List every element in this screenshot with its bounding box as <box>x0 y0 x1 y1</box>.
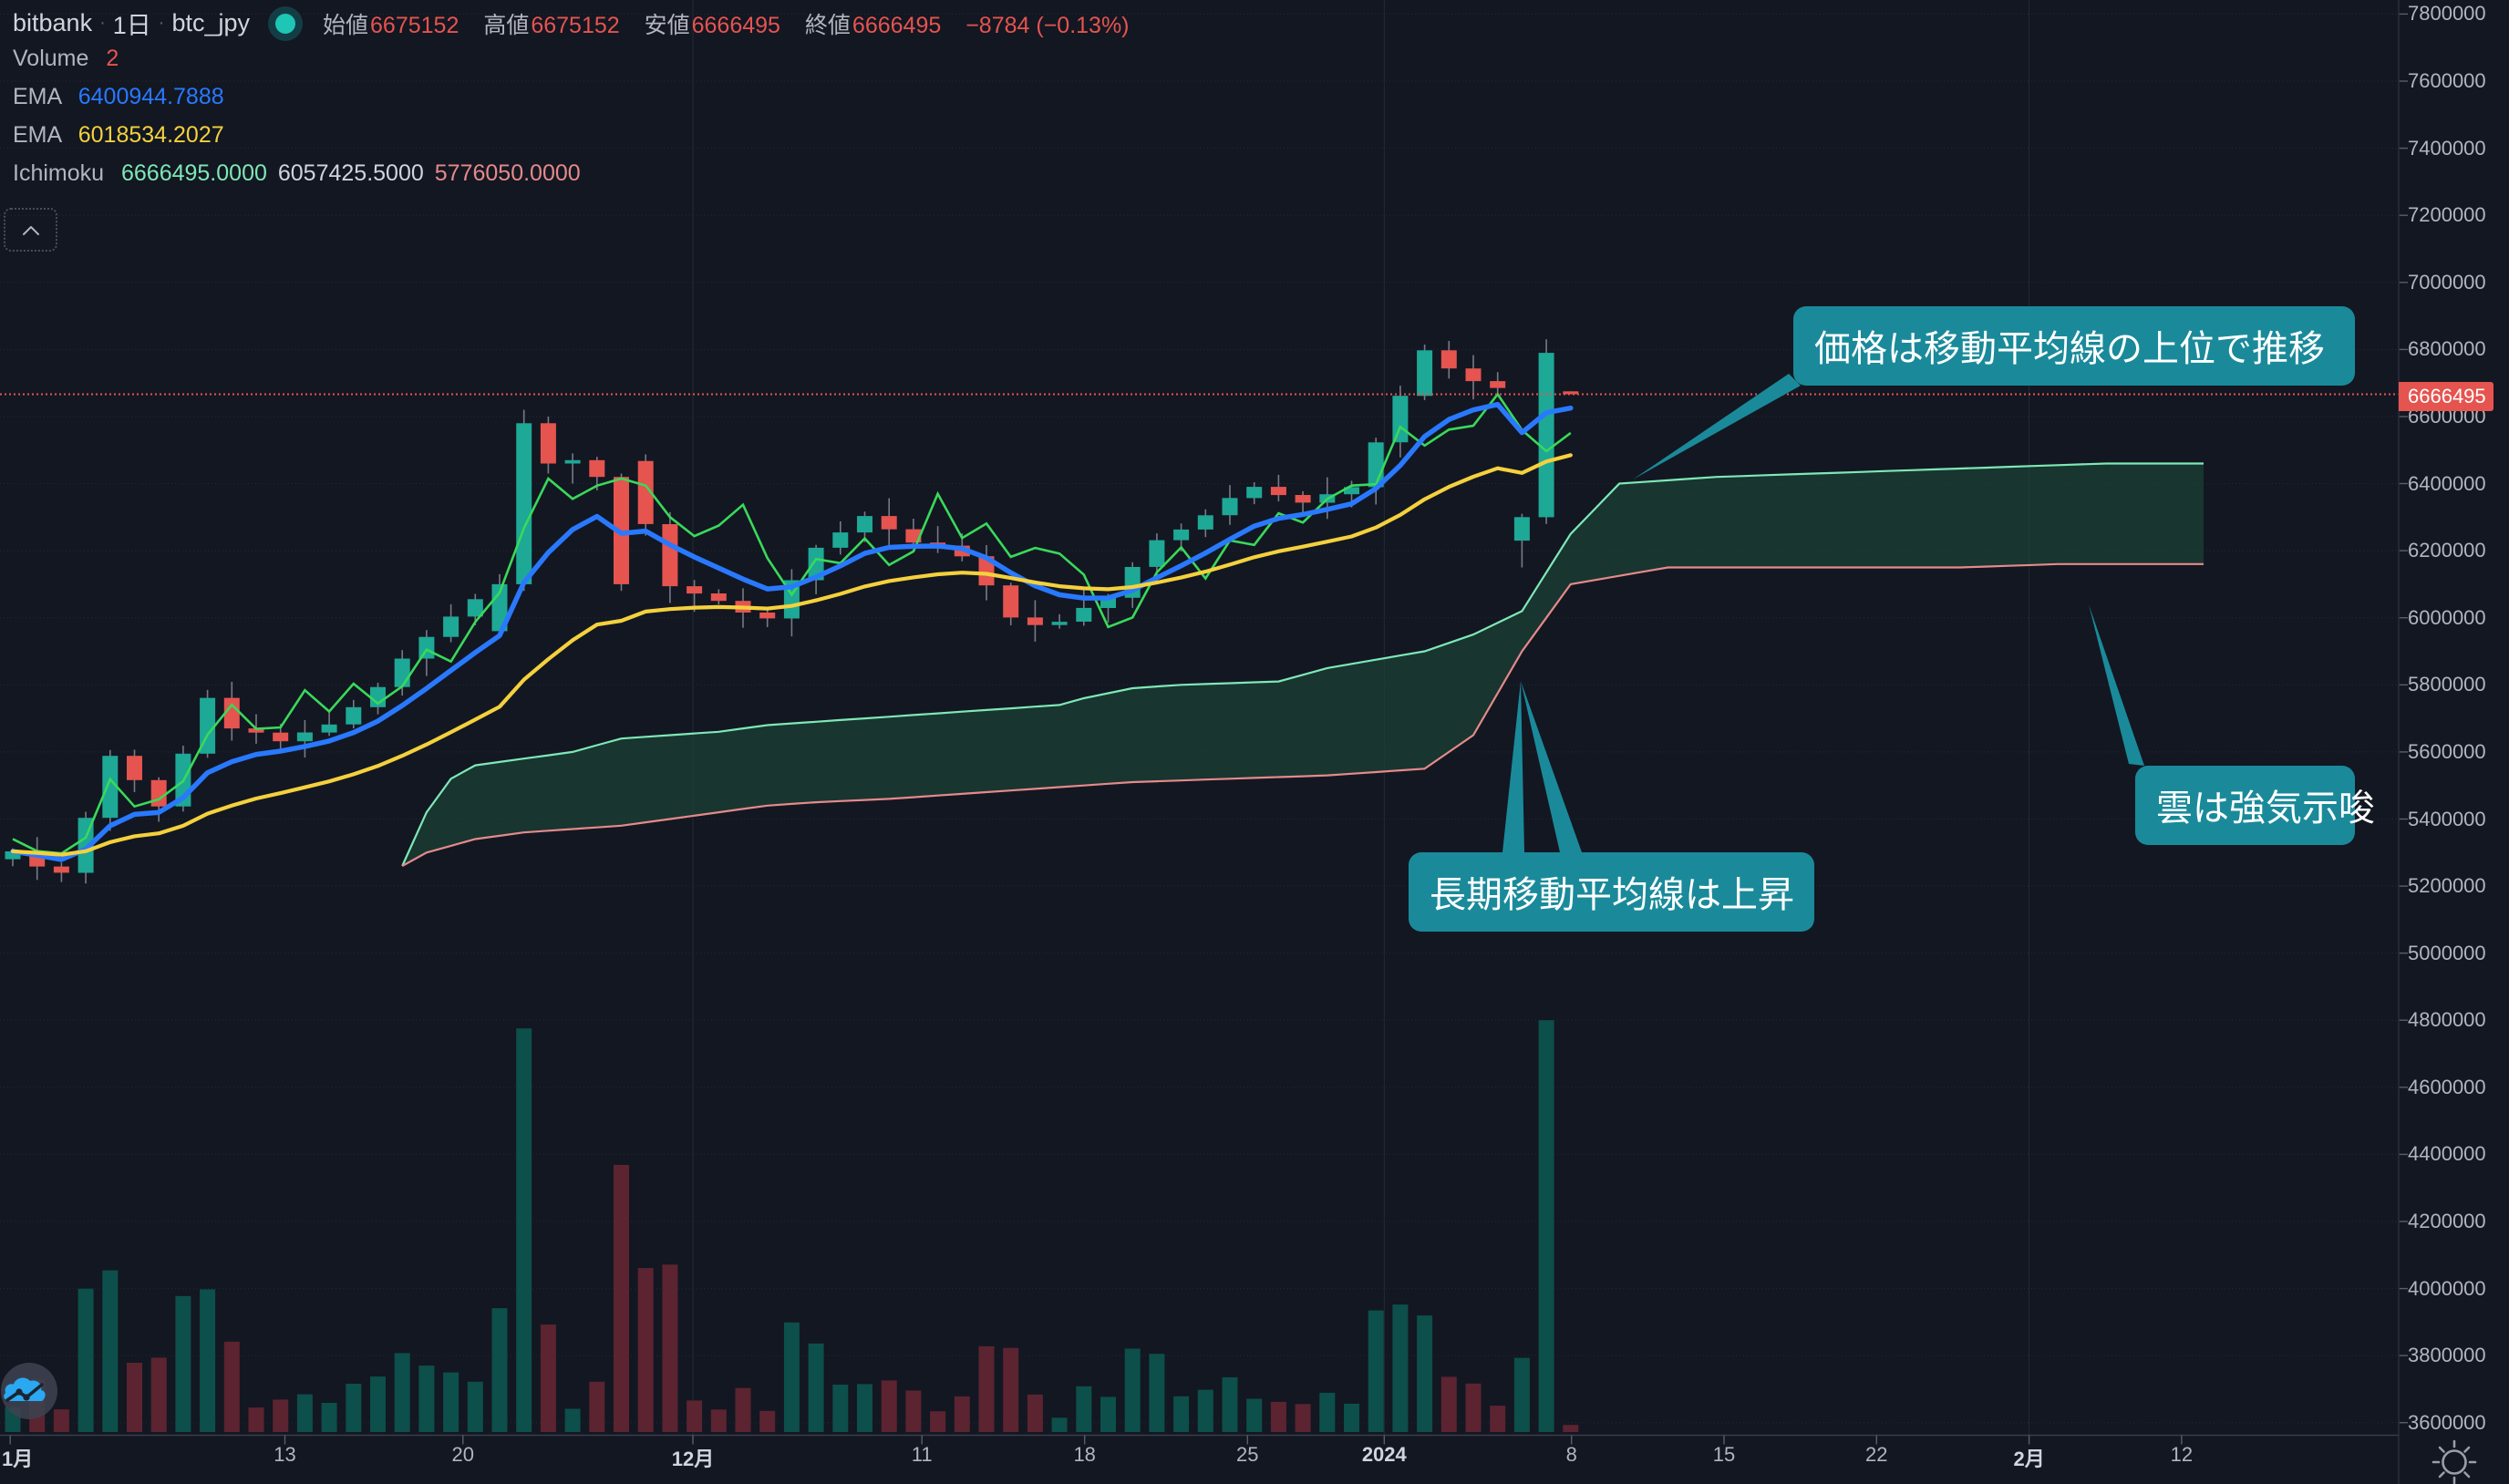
svg-text:長期移動平均線は上昇: 長期移動平均線は上昇 <box>1430 875 1794 915</box>
svg-text:雲は強気示唆: 雲は強気示唆 <box>2156 788 2375 829</box>
svg-text:価格は移動平均線の上位で推移: 価格は移動平均線の上位で推移 <box>1814 329 2325 369</box>
